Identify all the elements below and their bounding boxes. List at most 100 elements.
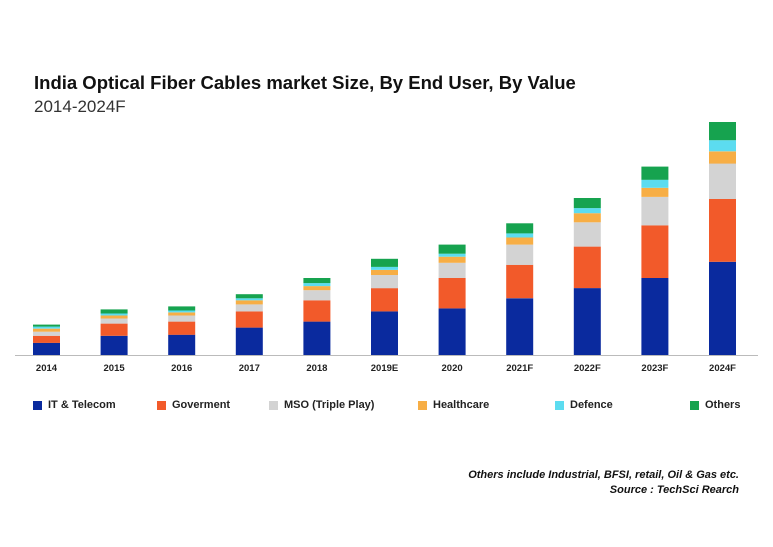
- legend-item: MSO (Triple Play): [269, 399, 374, 411]
- bar-segment-2022F-4: [573, 208, 601, 214]
- legend-swatch: [418, 400, 427, 410]
- bar-segment-2014-3: [33, 328, 60, 332]
- bar-segment-2014-2: [33, 331, 60, 336]
- bar-segment-2023F-5: [641, 166, 669, 180]
- source-note: Others include Industrial, BFSI, retail,…: [468, 468, 739, 498]
- x-tick-label: 2022F: [574, 363, 601, 374]
- x-tick-label: 2018: [306, 363, 327, 374]
- bar-segment-2018-1: [303, 300, 331, 322]
- bar-segment-2019E-2: [371, 275, 398, 289]
- legend-label: Healthcare: [433, 399, 490, 411]
- bar-segment-2014-0: [33, 342, 60, 355]
- bar-segment-2023F-0: [641, 278, 669, 355]
- legend-label: Defence: [570, 399, 613, 411]
- bar-segment-2015-3: [100, 315, 128, 319]
- bar-segment-2023F-2: [641, 197, 669, 226]
- legend-swatch: [33, 400, 42, 410]
- bar-segment-2016-3: [168, 312, 196, 316]
- bar-segment-2018-2: [303, 290, 331, 301]
- stacked-bar-chart: 2014 2015 2016 2017 2018 2019E 2020 2021F 2022F 2…: [15, 122, 758, 374]
- legend-label: MSO (Triple Play): [284, 399, 375, 411]
- legend-item: IT & Telecom: [33, 399, 116, 411]
- bar-segment-2020-0: [438, 308, 466, 355]
- bar-segment-2020-4: [438, 253, 466, 257]
- bar-segment-2019E-3: [371, 269, 398, 275]
- bar-segment-2024F-4: [709, 140, 736, 152]
- bar-segment-2014-5: [33, 324, 60, 327]
- bar-segment-2017-3: [235, 300, 263, 305]
- bar-segment-2021F-2: [506, 244, 534, 265]
- bar-segment-2015-2: [100, 318, 128, 324]
- bar-segment-2020-5: [438, 244, 466, 254]
- bar-segment-2021F-1: [506, 264, 534, 299]
- bar-segment-2024F-3: [709, 151, 736, 164]
- legend-swatch: [157, 400, 166, 410]
- bar-segment-2022F-0: [573, 288, 601, 355]
- bar-segment-2017-1: [235, 311, 263, 328]
- bar-segment-2015-1: [100, 323, 128, 336]
- legend-label: Goverment: [172, 399, 231, 411]
- bar-segment-2016-4: [168, 310, 196, 313]
- bar-segment-2019E-4: [371, 266, 398, 270]
- bar-segment-2023F-1: [641, 225, 669, 278]
- others-note: Others include Industrial, BFSI, retail,…: [468, 469, 739, 481]
- bar-segment-2022F-3: [573, 213, 601, 223]
- bar-segment-2022F-1: [573, 246, 601, 289]
- bar-segment-2018-4: [303, 283, 331, 287]
- bar-segment-2019E-5: [371, 258, 398, 267]
- legend-item: Others: [690, 399, 740, 411]
- legend-swatch: [269, 400, 278, 410]
- bar-segment-2017-0: [235, 327, 263, 355]
- legend-item: Healthcare: [418, 399, 489, 411]
- x-tick-label: 2021F: [506, 363, 533, 374]
- source-text: Source : TechSci Rearch: [609, 484, 739, 496]
- bar-segment-2020-3: [438, 256, 466, 263]
- legend-item: Defence: [555, 399, 613, 411]
- bar-segment-2020-1: [438, 278, 466, 309]
- legend-label: IT & Telecom: [48, 399, 116, 411]
- bar-segment-2024F-5: [709, 122, 736, 141]
- bar-segment-2022F-5: [573, 198, 601, 209]
- chart-subtitle: 2014-2024F: [34, 97, 126, 116]
- bar-segment-2016-0: [168, 334, 196, 355]
- bar-segment-2018-0: [303, 321, 331, 355]
- bar-segment-2021F-0: [506, 298, 534, 355]
- chart-title: India Optical Fiber Cables market Size, …: [34, 72, 576, 93]
- bar-segment-2016-1: [168, 321, 196, 335]
- bar-segment-2017-2: [235, 304, 263, 312]
- bar-segment-2018-3: [303, 286, 331, 291]
- x-tick-label: 2020: [442, 363, 463, 374]
- bar-segment-2014-1: [33, 335, 60, 343]
- bar-segment-2016-5: [168, 306, 196, 311]
- x-tick-label: 2019E: [371, 363, 398, 374]
- x-tick-label: 2017: [239, 363, 260, 374]
- legend-label: Others: [705, 399, 741, 411]
- bar-segment-2019E-0: [371, 311, 398, 355]
- x-tick-label: 2023F: [641, 363, 668, 374]
- x-tick-label: 2024F: [709, 363, 736, 374]
- bar-segment-2015-5: [100, 309, 128, 314]
- bar-segment-2021F-3: [506, 237, 534, 245]
- bar-segment-2017-5: [235, 294, 263, 299]
- bar-segment-2019E-1: [371, 288, 398, 312]
- bar-segment-2023F-3: [641, 187, 669, 197]
- bar-segment-2024F-0: [709, 261, 736, 355]
- bar-segment-2015-0: [100, 335, 128, 355]
- x-tick-label: 2015: [104, 363, 126, 374]
- x-tick-label: 2016: [171, 363, 192, 374]
- bar-segment-2024F-1: [709, 199, 736, 262]
- bar-segment-2023F-4: [641, 179, 669, 188]
- bar-segment-2014-4: [33, 326, 60, 329]
- x-tick-label: 2014: [36, 363, 58, 374]
- legend-swatch: [690, 400, 699, 410]
- bar-segment-2021F-4: [506, 233, 534, 238]
- bar-segment-2022F-2: [573, 222, 601, 247]
- bar-segment-2017-4: [235, 298, 263, 301]
- bar-segment-2016-2: [168, 315, 196, 322]
- bar-segment-2020-2: [438, 262, 466, 278]
- legend-swatch: [555, 400, 564, 410]
- bar-segment-2015-4: [100, 313, 128, 316]
- bar-segment-2021F-5: [506, 223, 534, 234]
- bar-segment-2024F-2: [709, 163, 736, 199]
- bar-segment-2018-5: [303, 278, 331, 284]
